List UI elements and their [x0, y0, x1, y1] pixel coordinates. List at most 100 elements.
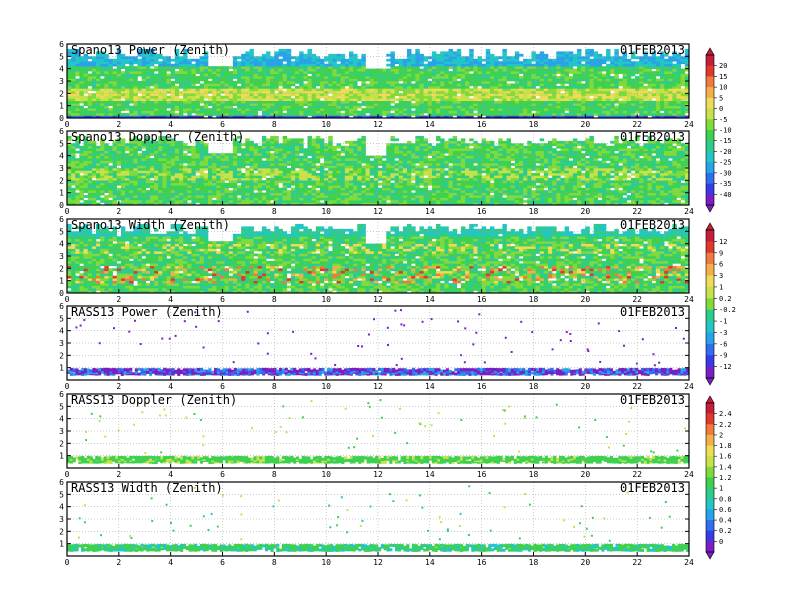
heat-cell: [469, 56, 474, 60]
heat-cell: [162, 200, 167, 203]
heat-cell: [498, 110, 503, 114]
heat-cell: [224, 103, 230, 106]
heat-cell: [585, 56, 590, 60]
heat-cell: [684, 100, 690, 104]
heat-cell: [203, 143, 209, 147]
heat-cell: [203, 163, 209, 166]
heat-cell: [523, 110, 528, 114]
heat-cell: [245, 51, 250, 55]
heat-cell: [440, 108, 445, 111]
heat-cell: [91, 140, 97, 144]
heat-cell: [431, 110, 437, 114]
heat-cell: [543, 100, 549, 104]
heat-cell: [581, 56, 586, 60]
heat-cell: [125, 58, 130, 62]
heat-cell: [75, 103, 80, 106]
heat-cell: [572, 83, 578, 87]
heat-cell: [336, 105, 341, 109]
heat-cell: [502, 100, 507, 104]
heat-cell: [245, 93, 250, 97]
heat-cell: [220, 68, 225, 72]
heat-cell: [286, 98, 292, 102]
heat-cell: [535, 68, 541, 72]
heat-cell: [174, 143, 180, 147]
heat-cell: [203, 83, 209, 87]
heat-cell: [224, 182, 230, 186]
heat-cell: [278, 71, 283, 74]
heat-cell: [249, 61, 254, 65]
heat-cell: [531, 66, 536, 69]
heat-cell: [87, 165, 93, 169]
heat-cell: [195, 185, 200, 189]
heat-cell: [415, 81, 420, 84]
heat-cell: [589, 81, 594, 84]
heat-cell: [162, 85, 167, 89]
heat-cell: [357, 110, 362, 114]
heat-cell: [589, 51, 594, 55]
heat-cell: [485, 95, 491, 99]
heat-cell: [166, 143, 171, 147]
heat-cell: [659, 90, 665, 94]
heat-cell: [651, 78, 657, 82]
heat-cell: [444, 58, 449, 62]
heat-cell: [348, 63, 354, 67]
heat-cell: [125, 163, 130, 166]
heat-cell: [431, 88, 437, 92]
heat-cell: [630, 68, 636, 72]
heat-cell: [684, 108, 690, 111]
heat-cell: [639, 108, 644, 111]
heat-cell: [249, 158, 254, 161]
heat-cell: [639, 115, 644, 119]
heat-cell: [601, 98, 607, 102]
heat-cell: [593, 88, 599, 92]
heat-cell: [460, 56, 466, 60]
heat-cell: [630, 105, 636, 109]
heat-cell: [518, 78, 524, 82]
heat-cell: [129, 95, 134, 99]
heat-cell: [639, 68, 644, 72]
heat-cell: [369, 108, 375, 111]
heat-cell: [535, 53, 541, 57]
heat-cell: [187, 192, 192, 196]
heat-cell: [494, 103, 499, 106]
heat-cell: [618, 110, 623, 114]
heat-cell: [444, 115, 449, 119]
heat-cell: [83, 187, 89, 191]
heat-cell: [104, 185, 109, 189]
heat-cell: [183, 108, 188, 111]
heat-cell: [212, 93, 217, 97]
heat-cell: [324, 95, 329, 99]
heat-cell: [639, 76, 644, 79]
heat-cell: [639, 78, 644, 82]
heat-cell: [257, 98, 263, 102]
heat-cell: [232, 108, 238, 111]
heat-cell: [353, 103, 358, 106]
heat-cell: [249, 168, 254, 171]
heat-cell: [664, 90, 669, 94]
heat-cell: [473, 63, 478, 67]
heat-cell: [104, 61, 109, 65]
heat-cell: [125, 170, 130, 174]
heat-cell: [174, 85, 180, 89]
heat-cell: [67, 48, 72, 52]
heat-cell: [348, 58, 354, 62]
heat-cell: [382, 95, 387, 99]
heat-cell: [207, 197, 213, 201]
heat-cell: [120, 187, 126, 191]
heat-cell: [560, 61, 565, 65]
heat-cell: [166, 172, 171, 176]
heat-cell: [556, 81, 561, 84]
heat-cell: [382, 78, 387, 82]
heat-cell: [415, 63, 420, 67]
heat-cell: [456, 48, 462, 52]
heat-cell: [589, 105, 594, 109]
heat-cell: [203, 175, 209, 179]
heat-cell: [253, 172, 259, 176]
heat-cell: [282, 63, 288, 67]
heat-cell: [610, 58, 615, 62]
heat-cell: [340, 53, 346, 57]
heat-cell: [514, 58, 520, 62]
heat-cell: [436, 53, 441, 57]
heat-cell: [651, 103, 657, 106]
heat-cell: [539, 58, 545, 62]
